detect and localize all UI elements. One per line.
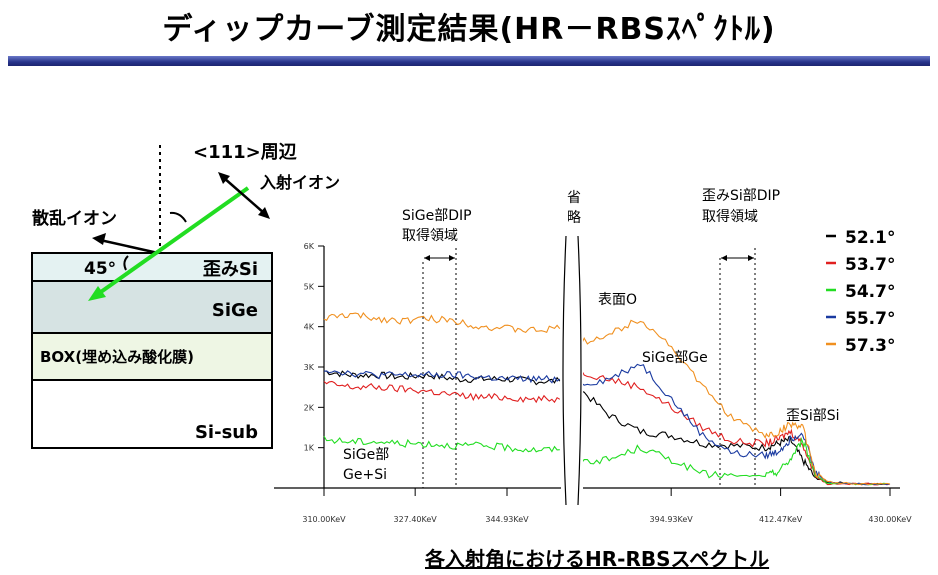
direction-arrow-head-top [218,172,230,184]
series-line [323,435,560,453]
strained-si-dip-arrow-left [721,255,727,261]
axis-break-curve-left [562,235,567,506]
legend-label: 55.7° [845,309,895,329]
x-tick-label: 310.00KeV [302,515,346,524]
y-tick-label: 1K [304,444,315,453]
layer-si-sub-label: Si-sub [195,422,258,443]
page-title: ディップカーブ測定結果(HR－RBSｽﾍﾟｸﾄﾙ) [162,12,776,47]
sige-dip-arrow-right [449,255,455,261]
angle-arc-incident [169,211,187,223]
legend-label: 53.7° [845,255,895,275]
sige-dip-arrow-left [424,255,430,261]
strained-si-dip-arrow-right [748,255,754,261]
series-line [577,390,891,486]
angle-label: 45° [84,259,116,279]
scattered-arrow-head [92,233,106,245]
x-tick-label: 412.47KeV [759,515,803,524]
y-axis: 1K 2K 3K 4K 5K 6K [304,242,325,488]
series-line [577,319,891,486]
legend-label: 54.7° [845,282,895,302]
y-tick-label: 6K [304,242,315,251]
legend-label: 57.3° [845,336,895,356]
series-line [577,363,891,486]
surface-o-label: 表面O [598,292,637,308]
strained-si-si-label: 歪Si部Si [786,408,840,424]
incident-beam-arrow-head [88,286,106,301]
scattered-ion-label: 散乱イオン [32,208,117,229]
series-line [323,312,561,334]
axis-break-gap [561,225,583,507]
omitted-label: 省略 [567,190,581,226]
y-tick-label: 2K [304,403,315,412]
legend: 52.1° 53.7° 54.7° 55.7° 57.3° [826,228,895,356]
incident-ion-label: 入射イオン [260,173,340,192]
x-tick-label: 344.93KeV [485,515,529,524]
legend-label: 52.1° [845,228,895,248]
angle-arc [123,255,129,271]
axis-break [561,225,583,507]
chart-vertical-lines [422,248,756,488]
y-tick-label: 3K [304,363,315,372]
sige-gesi-label: SiGe部 Ge+Si [343,447,389,483]
layer-sige-label: SiGe [212,300,258,321]
y-tick-label: 5K [304,282,315,291]
x-tick-label: 327.40KeV [394,515,438,524]
series-line [577,437,891,486]
series-line [323,380,561,404]
incident-ion-beam [96,186,250,296]
sige-dip-region-label: SiGe部DIP 取得領域 [402,208,472,244]
axis-break-curve-right [577,235,582,506]
y-tick-label: 4K [304,323,315,332]
layer-box-label: BOX(埋め込み酸化膜) [40,348,194,366]
layer-box [31,332,273,381]
layer-sige [31,280,273,334]
title-underline-bar [8,56,930,66]
series-line [323,370,561,384]
layer-strained-si-label: 歪みSi [203,259,258,280]
strained-si-dip-region-label: 歪みSi部DIP 取得領域 [702,188,780,225]
direction-arrow-head-bottom [258,207,270,219]
chart-caption: 各入射角におけるHR-RBSスペクトル [425,547,770,571]
direction-label: <111>周辺 [193,142,297,163]
x-tick-label: 394.93KeV [650,515,694,524]
series-group [323,312,891,486]
series-line [577,368,891,486]
layer-diagram: 歪みSi SiGe BOX(埋め込み酸化膜) Si-sub <111>周辺 入射… [31,142,340,449]
direction-arrow [223,177,265,214]
scattered-ion-arrow [99,238,159,255]
x-axis: 310.00KeV 327.40KeV 344.93KeV 394.93KeV 412.… [302,488,912,524]
x-tick-label: 430.00KeV [868,515,912,524]
sige-ge-label: SiGe部Ge [642,350,708,366]
layer-si-sub [31,379,273,449]
spectrum-chart: 1K 2K 3K 4K 5K 6K 310.00KeV 327.40KeV 344.93KeV… [274,188,912,524]
